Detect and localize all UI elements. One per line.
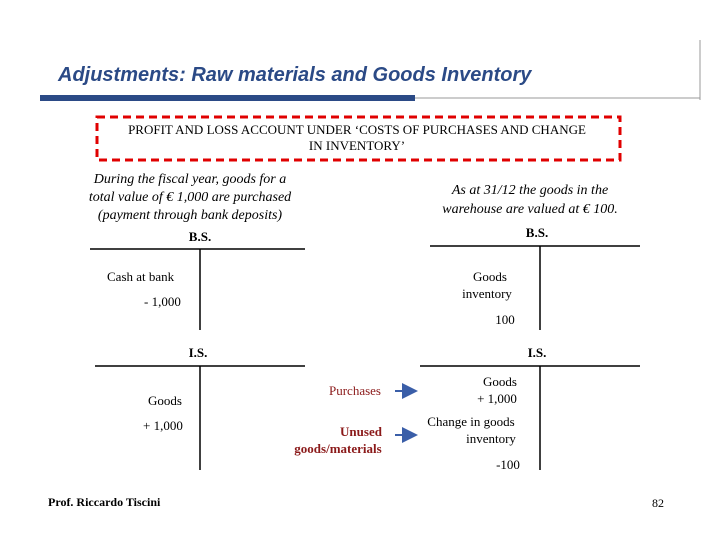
account-title: I.S. bbox=[188, 345, 208, 360]
footer-author: Prof. Riccardo Tiscini bbox=[48, 495, 161, 509]
account-value: - 1,000 bbox=[144, 294, 181, 309]
account-value: 100 bbox=[495, 312, 515, 327]
box-text: PROFIT AND LOSS ACCOUNT UNDER ‘COSTS OF … bbox=[128, 122, 586, 137]
account-label: Change in goods bbox=[427, 414, 515, 429]
account-label: Goods bbox=[473, 269, 507, 284]
title-bar bbox=[40, 95, 415, 101]
page-number: 82 bbox=[652, 496, 664, 510]
account-label: Cash at bank bbox=[107, 269, 175, 284]
left-note: (payment through bank deposits) bbox=[97, 208, 283, 223]
dashed-box bbox=[95, 115, 622, 162]
unused-label: goods/materials bbox=[294, 441, 382, 456]
t-accounts bbox=[90, 245, 640, 470]
account-title: I.S. bbox=[527, 345, 547, 360]
account-title: B.S. bbox=[188, 229, 212, 244]
account-label: inventory bbox=[462, 286, 512, 301]
right-note: As at 31/12 the goods in the bbox=[451, 183, 609, 198]
account-value: + 1,000 bbox=[477, 391, 517, 406]
account-value: -100 bbox=[496, 457, 520, 472]
right-note: warehouse are valued at € 100. bbox=[442, 202, 618, 217]
left-note: total value of € 1,000 are purchased bbox=[88, 190, 292, 205]
account-label: inventory bbox=[466, 431, 516, 446]
unused-label: Unused bbox=[340, 424, 382, 439]
account-label: Goods bbox=[148, 393, 182, 408]
purchases-label: Purchases bbox=[329, 383, 381, 398]
account-label: Goods bbox=[483, 374, 517, 389]
box-text: IN INVENTORY’ bbox=[308, 138, 406, 153]
account-value: + 1,000 bbox=[143, 418, 183, 433]
account-title: B.S. bbox=[525, 225, 549, 240]
slide-title: Adjustments: Raw materials and Goods Inv… bbox=[58, 64, 532, 86]
left-note: During the fiscal year, goods for a bbox=[93, 172, 287, 187]
